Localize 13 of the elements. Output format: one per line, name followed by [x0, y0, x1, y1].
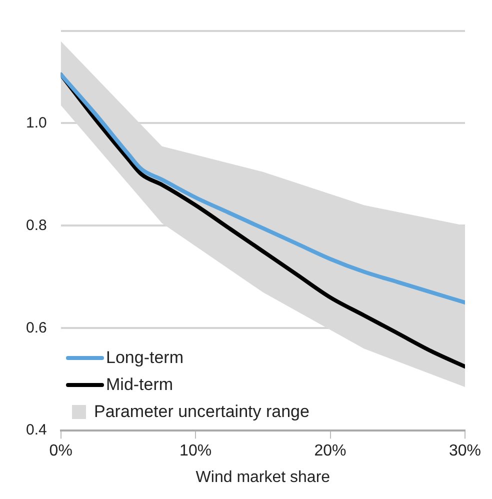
legend-label: Parameter uncertainty range: [94, 401, 310, 423]
y-tick-label: 0.8: [26, 216, 47, 234]
legend-label: Mid-term: [106, 374, 174, 396]
x-tick-label: 10%: [180, 442, 212, 460]
y-tick-label: 0.4: [26, 422, 47, 439]
legend-label: Long-term: [106, 347, 184, 369]
x-tick-label: 0%: [49, 442, 72, 460]
x-axis-title: Wind market share: [196, 468, 330, 486]
y-tick-label: 0.6: [26, 319, 47, 336]
y-tick-label: 1.0: [26, 114, 47, 132]
line-series: [60, 72, 465, 305]
x-tick-label: 30%: [448, 442, 482, 460]
x-tick-label: 20%: [314, 442, 346, 460]
